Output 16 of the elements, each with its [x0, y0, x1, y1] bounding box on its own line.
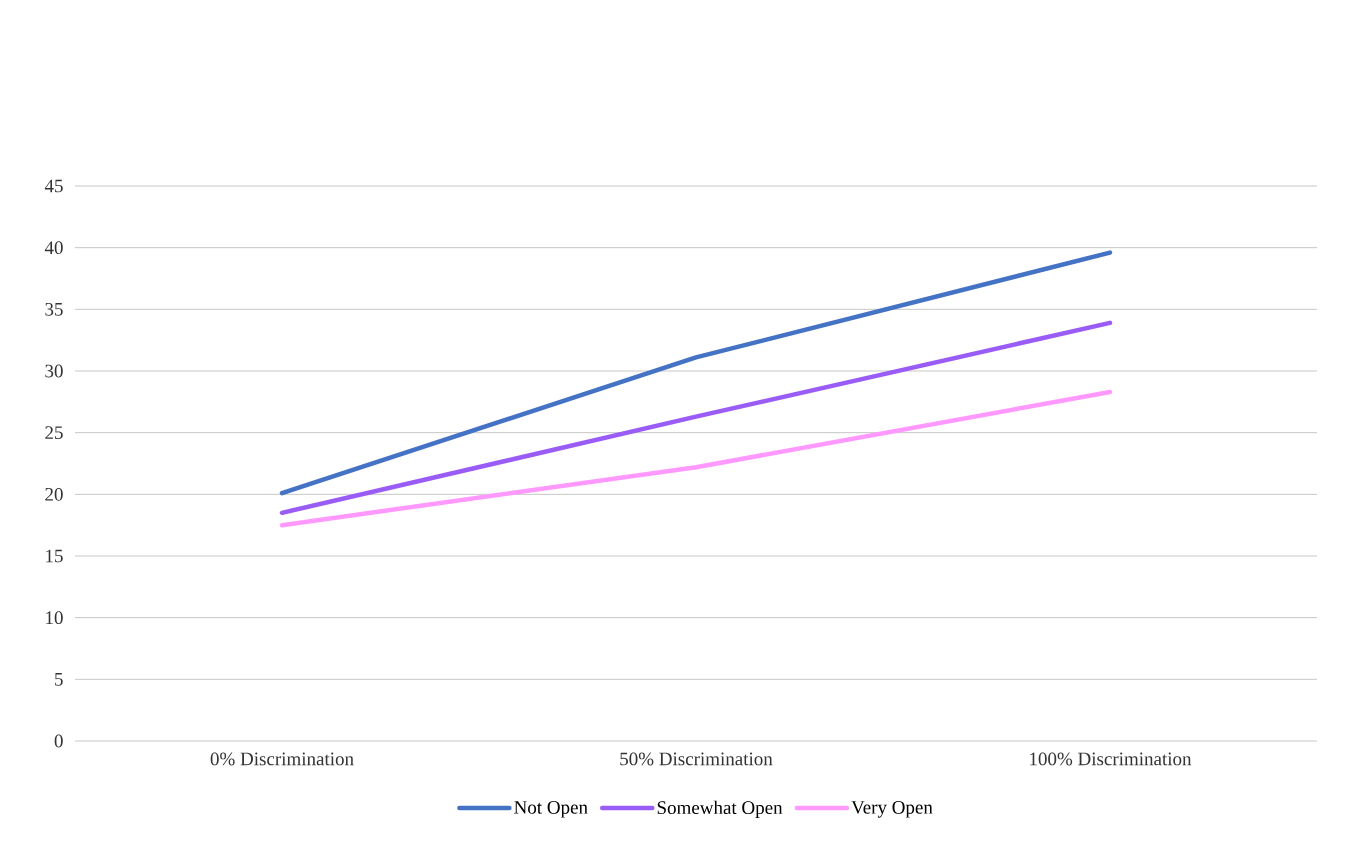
y-tick-label: 0: [54, 734, 63, 748]
x-tick-label: 0% Discrimination: [210, 752, 354, 766]
y-tick-label: 10: [46, 611, 63, 625]
legend-label: Very Open: [851, 800, 933, 818]
y-tick-label: 35: [45, 302, 63, 316]
y-tick-label: 15: [46, 549, 63, 563]
x-tick-label: 50% Discrimination: [620, 752, 773, 766]
y-tick-label: 5: [55, 673, 63, 686]
legend-label: Not Open: [514, 800, 588, 818]
y-tick-label: 45: [44, 179, 63, 193]
legend-label: Somewhat Open: [657, 800, 783, 818]
x-tick-label: 100% Discrimination: [1030, 752, 1192, 766]
y-tick-label: 25: [45, 426, 63, 440]
y-tick-label: 30: [45, 364, 63, 378]
y-tick-label: 40: [44, 241, 63, 255]
y-tick-label: 20: [45, 487, 63, 501]
